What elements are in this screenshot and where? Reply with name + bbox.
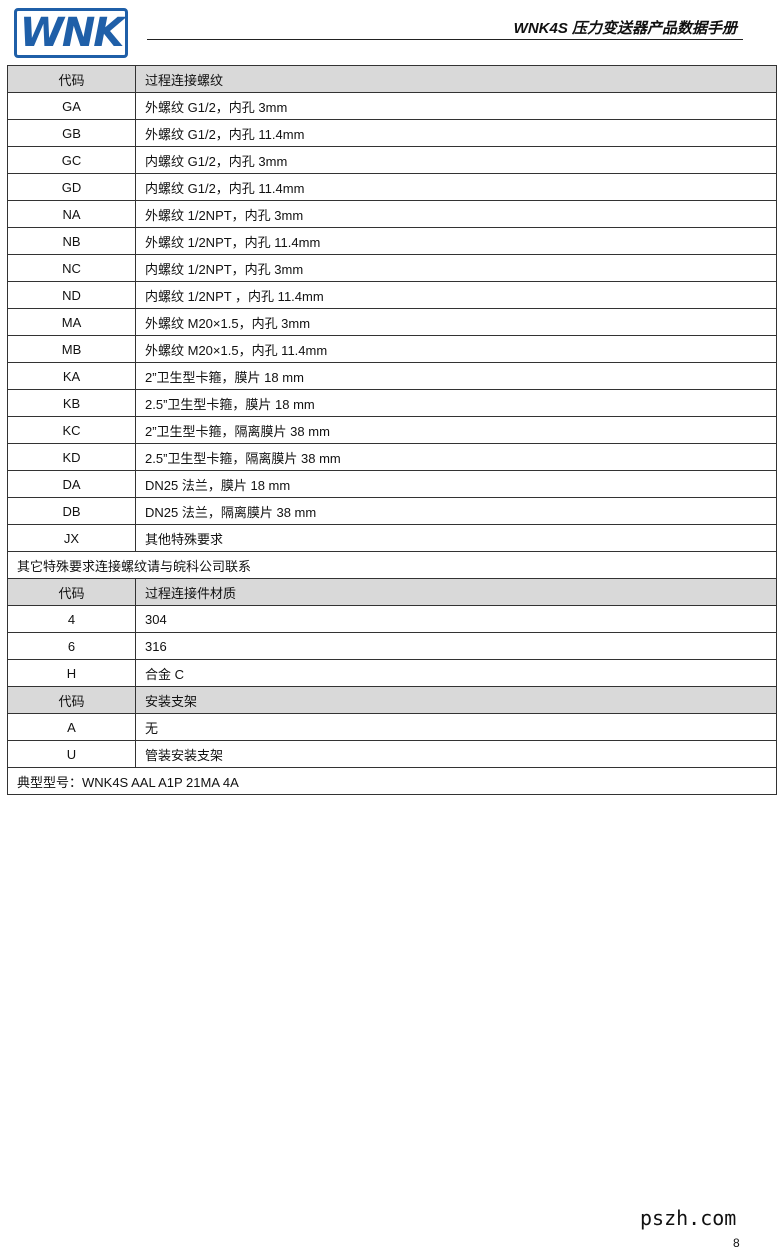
description-cell: 内螺纹 1/2NPT，内孔 3mm [135, 254, 777, 282]
table-row: GD 内螺纹 G1/2，内孔 11.4mm [7, 173, 777, 201]
header-divider [147, 39, 743, 40]
table-row: NB 外螺纹 1/2NPT，内孔 11.4mm [7, 227, 777, 255]
table-row: DB DN25 法兰，隔离膜片 38 mm [7, 497, 777, 525]
table-row: 4 304 [7, 605, 777, 633]
description-cell: 内螺纹 G1/2，内孔 11.4mm [135, 173, 777, 201]
description-cell: 2”卫生型卡箍，隔离膜片 38 mm [135, 416, 777, 444]
description-cell: 外螺纹 1/2NPT，内孔 3mm [135, 200, 777, 228]
description-cell: 安装支架 [135, 686, 777, 714]
code-cell: MA [7, 308, 136, 336]
code-cell: KC [7, 416, 136, 444]
code-cell: GB [7, 119, 136, 147]
code-cell: A [7, 713, 136, 741]
description-cell: 2.5”卫生型卡箍，隔离膜片 38 mm [135, 443, 777, 471]
description-cell: 外螺纹 1/2NPT，内孔 11.4mm [135, 227, 777, 255]
table-row: 6 316 [7, 632, 777, 660]
code-cell: DB [7, 497, 136, 525]
description-cell: 其他特殊要求 [135, 524, 777, 552]
code-cell: JX [7, 524, 136, 552]
typical-model-row: 典型型号：WNK4S AAL A1P 21MA 4A [7, 767, 777, 795]
company-logo: WNK [14, 8, 128, 58]
table-row: JX 其他特殊要求 [7, 524, 777, 552]
code-cell: U [7, 740, 136, 768]
description-cell: 304 [135, 605, 777, 633]
note-row-text: 其它特殊要求连接螺纹请与皖科公司联系 [7, 551, 777, 579]
table-row: H 合金 C [7, 659, 777, 687]
table-row: GA 外螺纹 G1/2，内孔 3mm [7, 92, 777, 120]
description-cell: DN25 法兰，膜片 18 mm [135, 470, 777, 498]
description-cell: 外螺纹 M20×1.5，内孔 3mm [135, 308, 777, 336]
code-cell: NC [7, 254, 136, 282]
table-row: MB 外螺纹 M20×1.5，内孔 11.4mm [7, 335, 777, 363]
table-row: KD 2.5”卫生型卡箍，隔离膜片 38 mm [7, 443, 777, 471]
code-cell: KD [7, 443, 136, 471]
code-cell: NB [7, 227, 136, 255]
code-cell: GC [7, 146, 136, 174]
code-cell: GA [7, 92, 136, 120]
description-cell: 合金 C [135, 659, 777, 687]
description-cell: 内螺纹 G1/2，内孔 3mm [135, 146, 777, 174]
document-title: WNK4S 压力变送器产品数据手册 [513, 20, 737, 37]
code-cell: ND [7, 281, 136, 309]
description-cell: 过程连接件材质 [135, 578, 777, 606]
table-row: NC 内螺纹 1/2NPT，内孔 3mm [7, 254, 777, 282]
description-cell: 外螺纹 G1/2，内孔 3mm [135, 92, 777, 120]
code-cell: H [7, 659, 136, 687]
table-row: KA 2”卫生型卡箍，膜片 18 mm [7, 362, 777, 390]
page-number: 8 [733, 1236, 740, 1250]
table-row: U 管装安装支架 [7, 740, 777, 768]
typical-model-row-text: 典型型号：WNK4S AAL A1P 21MA 4A [7, 767, 777, 795]
table-row: DA DN25 法兰，膜片 18 mm [7, 470, 777, 498]
code-cell: 代码 [7, 578, 136, 606]
spec-table: 代码 过程连接螺纹 GA 外螺纹 G1/2，内孔 3mm GB 外螺纹 G1/2，内孔 1… [7, 65, 777, 795]
description-cell: 无 [135, 713, 777, 741]
table-row: KB 2.5”卫生型卡箍，膜片 18 mm [7, 389, 777, 417]
table-header-row: 代码 过程连接螺纹 [7, 65, 777, 93]
code-cell: NA [7, 200, 136, 228]
code-cell: GD [7, 173, 136, 201]
table-row: MA 外螺纹 M20×1.5，内孔 3mm [7, 308, 777, 336]
description-cell: 2”卫生型卡箍，膜片 18 mm [135, 362, 777, 390]
note-row: 其它特殊要求连接螺纹请与皖科公司联系 [7, 551, 777, 579]
table-row: NA 外螺纹 1/2NPT，内孔 3mm [7, 200, 777, 228]
description-cell: 过程连接螺纹 [135, 65, 777, 93]
code-cell: 代码 [7, 65, 136, 93]
description-cell: 管装安装支架 [135, 740, 777, 768]
description-cell: 外螺纹 G1/2，内孔 11.4mm [135, 119, 777, 147]
code-cell: DA [7, 470, 136, 498]
watermark: pszh.com [640, 1206, 737, 1230]
code-cell: 6 [7, 632, 136, 660]
code-cell: 4 [7, 605, 136, 633]
description-cell: 2.5”卫生型卡箍，膜片 18 mm [135, 389, 777, 417]
table-header-row: 代码 安装支架 [7, 686, 777, 714]
description-cell: 316 [135, 632, 777, 660]
table-row: GC 内螺纹 G1/2，内孔 3mm [7, 146, 777, 174]
code-cell: KB [7, 389, 136, 417]
table-row: KC 2”卫生型卡箍，隔离膜片 38 mm [7, 416, 777, 444]
code-cell: 代码 [7, 686, 136, 714]
description-cell: 内螺纹 1/2NPT ，内孔 11.4mm [135, 281, 777, 309]
table-header-row: 代码 过程连接件材质 [7, 578, 777, 606]
table-row: GB 外螺纹 G1/2，内孔 11.4mm [7, 119, 777, 147]
description-cell: DN25 法兰，隔离膜片 38 mm [135, 497, 777, 525]
table-row: ND 内螺纹 1/2NPT ，内孔 11.4mm [7, 281, 777, 309]
code-cell: MB [7, 335, 136, 363]
code-cell: KA [7, 362, 136, 390]
description-cell: 外螺纹 M20×1.5，内孔 11.4mm [135, 335, 777, 363]
